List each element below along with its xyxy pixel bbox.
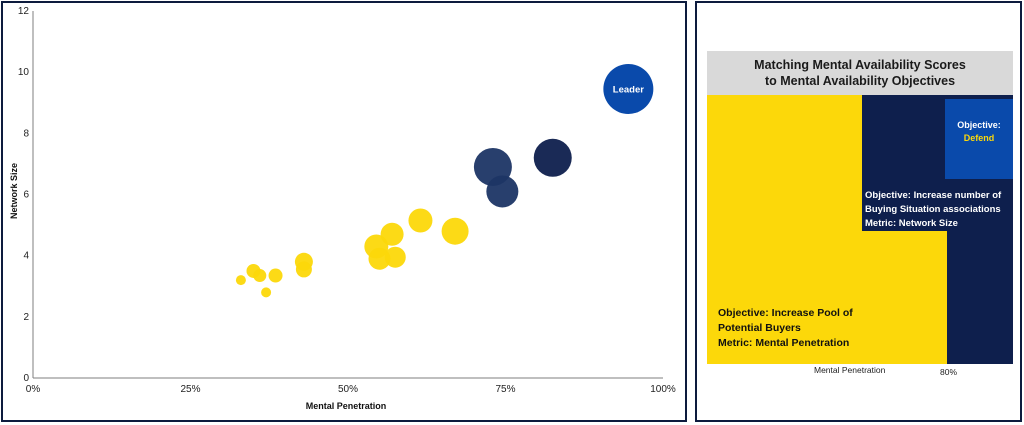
data-bubble	[380, 222, 404, 246]
x-tick-label: 50%	[338, 384, 358, 395]
blue-zone	[945, 99, 1013, 179]
y-tick-label: 6	[23, 190, 29, 201]
yellow-zone-label-line-2: Potential Buyers	[718, 322, 801, 334]
navy-zone-label: Objective: Increase number of Buying Sit…	[865, 189, 1015, 231]
x-tick-label: 25%	[180, 384, 200, 395]
data-bubble	[368, 247, 391, 270]
blue-zone-label: Objective: Defend	[945, 119, 1013, 145]
y-tick-label: 0	[23, 373, 29, 384]
navy-zone-label-line-3: Metric: Network Size	[865, 218, 958, 229]
navy-zone-right	[947, 179, 1013, 364]
y-tick-labels: 0 2 4 6 8 10 12	[18, 6, 30, 384]
bubble-chart-panel: 0 2 4 6 8 10 12 0% 25% 50% 75% 100% Leader Mental …	[1, 1, 687, 422]
data-bubble	[533, 138, 572, 177]
blue-zone-label-line-2: Defend	[963, 133, 995, 143]
data-bubble	[235, 275, 246, 286]
yellow-zone-label-line-1: Objective: Increase Pool of	[718, 307, 853, 319]
matrix-x-axis-marker: 80%	[940, 367, 958, 377]
y-tick-label: 4	[23, 251, 29, 262]
data-bubble	[261, 287, 272, 298]
x-axis-title: Mental Penetration	[306, 401, 387, 411]
yellow-zone-label: Objective: Increase Pool of Potential Bu…	[718, 306, 940, 351]
y-tick-label: 12	[18, 6, 30, 17]
objectives-matrix-panel: Matching Mental Availability Scores to M…	[695, 1, 1022, 422]
matrix-title: Matching Mental Availability Scores to M…	[707, 51, 1013, 95]
data-bubble	[441, 217, 469, 245]
bubble-chart: 0 2 4 6 8 10 12 0% 25% 50% 75% 100% Leader Mental …	[9, 6, 676, 411]
leader-bubble	[603, 63, 654, 114]
x-tick-labels: 0% 25% 50% 75% 100%	[26, 384, 676, 395]
leader-label: Leader	[613, 84, 644, 95]
navy-zone-label-line-2: Buying Situation associations	[865, 204, 1001, 215]
x-tick-label: 75%	[495, 384, 515, 395]
data-bubble	[295, 261, 312, 278]
data-bubble	[384, 246, 406, 268]
x-tick-label: 100%	[650, 384, 676, 395]
data-bubble	[253, 269, 267, 283]
y-tick-label: 2	[23, 312, 29, 323]
bubbles: Leader	[235, 63, 654, 298]
matrix-title-line-1: Matching Mental Availability Scores	[754, 58, 966, 72]
data-bubble	[486, 175, 519, 208]
matrix-title-line-2: to Mental Availability Objectives	[764, 74, 956, 88]
yellow-zone-label-line-3: Metric: Mental Penetration	[718, 337, 850, 349]
data-bubble	[268, 268, 283, 283]
data-bubble	[408, 208, 433, 233]
blue-zone-label-line-1: Objective:	[957, 120, 1001, 130]
matrix-x-axis-label: Mental Penetration	[814, 365, 886, 375]
navy-zone-label-line-1: Objective: Increase number of	[865, 190, 1002, 201]
y-tick-label: 8	[23, 128, 29, 139]
y-tick-label: 10	[18, 67, 30, 78]
x-tick-label: 0%	[26, 384, 41, 395]
y-axis-title: Network Size	[9, 163, 19, 219]
